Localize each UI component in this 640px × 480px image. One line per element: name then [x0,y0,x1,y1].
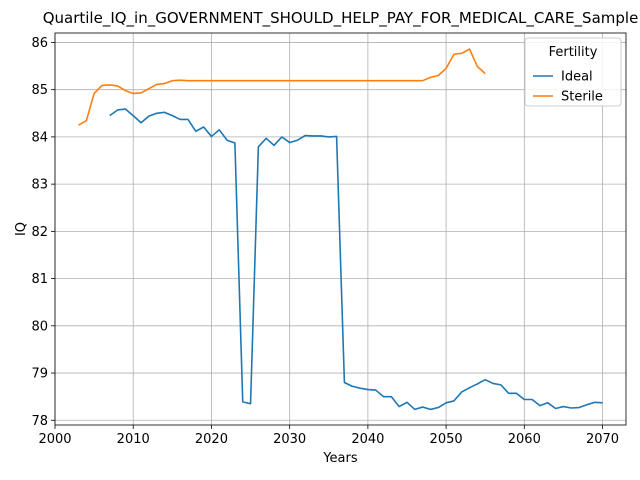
y-axis-label: IQ [14,222,29,236]
y-tick-label: 81 [31,272,48,287]
axes-frame [54,32,627,426]
legend-label-ideal: Ideal [561,70,593,85]
x-tick-label: 2040 [351,432,384,447]
x-tick-label: 2070 [586,432,619,447]
plot-lines [78,48,603,411]
x-tick-label: 2010 [117,432,150,447]
x-tick-label: 2050 [430,432,463,447]
legend-box [524,37,622,107]
legend: Fertility Ideal Sterile [524,37,622,107]
x-axis-ticks: 2000 2010 2020 2030 2040 2050 2060 2070 [38,425,619,447]
x-tick-label: 2060 [508,432,541,447]
y-tick-label: 79 [31,367,48,382]
y-tick-label: 83 [31,178,48,193]
x-tick-label: 2020 [195,432,228,447]
legend-label-sterile: Sterile [561,90,603,105]
chart-title: Quartile_IQ_in_GOVERNMENT_SHOULD_HELP_PA… [43,9,639,28]
y-tick-label: 78 [31,414,48,429]
legend-title: Fertility [549,45,598,60]
x-tick-label: 2000 [38,432,71,447]
y-tick-label: 80 [31,319,48,334]
y-tick-label: 84 [31,130,48,145]
series-line-ideal [109,108,603,411]
x-tick-label: 2030 [273,432,306,447]
series-line-sterile [78,48,486,126]
y-tick-label: 86 [31,36,48,51]
y-axis-ticks: 78 79 80 81 82 83 84 85 86 [31,36,55,429]
y-tick-label: 85 [31,83,48,98]
y-tick-label: 82 [31,225,48,240]
x-axis-label: Years [322,451,358,466]
